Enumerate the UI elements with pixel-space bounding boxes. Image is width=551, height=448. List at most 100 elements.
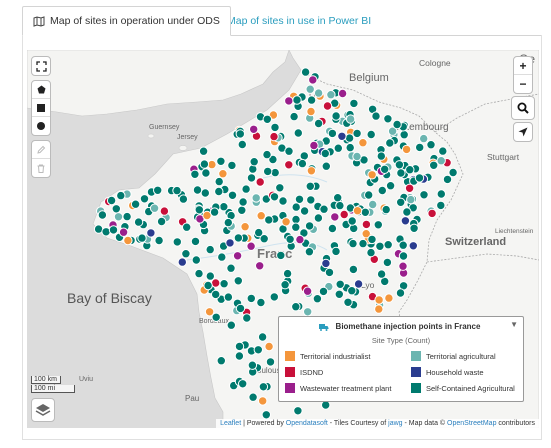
site-marker[interactable]	[237, 139, 248, 150]
site-marker[interactable]	[194, 268, 204, 279]
site-marker[interactable]	[376, 151, 386, 161]
site-marker[interactable]	[264, 215, 274, 225]
site-marker[interactable]	[368, 199, 378, 210]
site-marker[interactable]	[384, 293, 394, 303]
site-marker[interactable]	[337, 88, 348, 99]
site-marker[interactable]	[294, 194, 305, 205]
site-marker[interactable]	[291, 222, 301, 232]
site-marker[interactable]	[282, 268, 293, 279]
site-marker[interactable]	[251, 193, 261, 203]
site-marker[interactable]	[205, 271, 216, 281]
site-marker[interactable]	[269, 192, 280, 202]
site-marker[interactable]	[321, 161, 331, 171]
site-marker[interactable]	[192, 185, 203, 195]
site-marker[interactable]	[217, 252, 227, 262]
site-marker[interactable]	[358, 138, 368, 148]
site-marker[interactable]	[172, 185, 182, 196]
site-marker[interactable]	[261, 410, 272, 420]
site-marker[interactable]	[284, 160, 294, 170]
site-marker[interactable]	[385, 138, 395, 148]
site-marker[interactable]	[203, 280, 213, 291]
site-marker[interactable]	[375, 241, 385, 252]
site-marker[interactable]	[313, 213, 324, 223]
site-marker[interactable]	[345, 142, 355, 153]
site-marker[interactable]	[241, 184, 251, 194]
map-view[interactable]: Belgium Cologne Ge Lille Guernsey Luxemb…	[27, 50, 539, 428]
site-marker[interactable]	[238, 379, 248, 389]
site-marker[interactable]	[285, 234, 295, 245]
site-marker[interactable]	[366, 129, 376, 140]
site-marker[interactable]	[190, 169, 200, 180]
site-marker[interactable]	[334, 289, 344, 300]
site-marker[interactable]	[249, 124, 259, 135]
site-marker[interactable]	[304, 247, 315, 257]
site-marker[interactable]	[172, 237, 183, 247]
zoom-out-button[interactable]: −	[519, 77, 527, 91]
site-marker[interactable]	[97, 210, 108, 220]
site-marker[interactable]	[258, 396, 268, 406]
site-marker[interactable]	[299, 206, 310, 216]
site-marker[interactable]	[218, 169, 228, 179]
site-marker[interactable]	[322, 101, 333, 111]
site-marker[interactable]	[327, 128, 338, 139]
site-marker[interactable]	[255, 261, 265, 271]
site-marker[interactable]	[376, 269, 387, 279]
site-marker[interactable]	[303, 307, 313, 317]
site-marker[interactable]	[419, 190, 429, 200]
site-marker[interactable]	[238, 197, 248, 207]
site-marker[interactable]	[284, 146, 294, 156]
site-marker[interactable]	[387, 126, 398, 136]
site-marker[interactable]	[401, 144, 412, 155]
site-marker[interactable]	[360, 207, 370, 218]
legend-item-territorial-industrialist[interactable]: Territorial industrialist	[285, 351, 370, 361]
site-marker[interactable]	[226, 320, 237, 330]
site-marker[interactable]	[248, 392, 258, 402]
site-marker[interactable]	[382, 257, 393, 268]
site-marker[interactable]	[291, 202, 301, 212]
site-marker[interactable]	[226, 263, 236, 273]
site-marker[interactable]	[268, 154, 278, 165]
site-marker[interactable]	[259, 234, 269, 244]
site-marker[interactable]	[306, 195, 316, 205]
site-marker[interactable]	[409, 223, 419, 234]
site-marker[interactable]	[383, 240, 393, 250]
zoom-in-button[interactable]: +	[514, 57, 532, 75]
site-marker[interactable]	[275, 183, 285, 193]
site-marker[interactable]	[293, 406, 303, 416]
osm-link[interactable]: OpenStreetMap	[447, 420, 497, 427]
site-marker[interactable]	[242, 313, 252, 323]
site-marker[interactable]	[257, 332, 268, 342]
site-marker[interactable]	[374, 295, 384, 305]
site-marker[interactable]	[371, 111, 381, 121]
site-marker[interactable]	[214, 186, 224, 197]
site-marker[interactable]	[344, 133, 355, 143]
site-marker[interactable]	[381, 204, 391, 215]
fullscreen-control[interactable]	[31, 56, 51, 76]
site-marker[interactable]	[190, 236, 201, 247]
site-marker[interactable]	[337, 131, 347, 142]
site-marker[interactable]	[348, 264, 359, 275]
site-marker[interactable]	[331, 246, 341, 257]
site-marker[interactable]	[234, 351, 245, 361]
site-marker[interactable]	[146, 228, 156, 238]
site-marker[interactable]	[398, 240, 408, 250]
site-marker[interactable]	[306, 166, 317, 176]
site-marker[interactable]	[149, 203, 160, 213]
site-marker[interactable]	[182, 222, 192, 232]
site-marker[interactable]	[137, 233, 147, 243]
site-marker[interactable]	[201, 168, 211, 178]
site-marker[interactable]	[347, 216, 357, 226]
site-marker[interactable]	[361, 219, 372, 230]
site-marker[interactable]	[383, 114, 393, 124]
trash-icon[interactable]	[32, 159, 50, 177]
site-marker[interactable]	[219, 202, 229, 212]
site-marker[interactable]	[256, 297, 266, 308]
site-marker[interactable]	[237, 205, 247, 216]
site-marker[interactable]	[319, 204, 329, 214]
site-marker[interactable]	[313, 118, 324, 129]
draw-circle-icon[interactable]	[32, 117, 50, 135]
site-marker[interactable]	[448, 167, 458, 178]
site-marker[interactable]	[392, 119, 402, 130]
site-marker[interactable]	[374, 304, 384, 314]
site-marker[interactable]	[367, 170, 377, 180]
